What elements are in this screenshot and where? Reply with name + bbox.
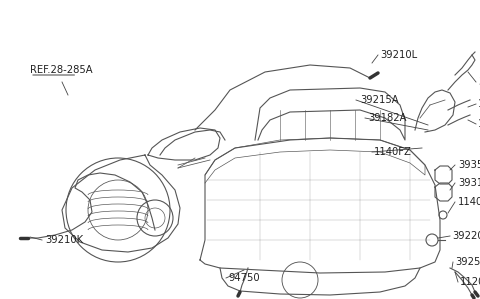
Text: 1140FZ: 1140FZ bbox=[374, 147, 412, 157]
Text: 39215A: 39215A bbox=[360, 95, 398, 105]
Text: 39210K: 39210K bbox=[45, 235, 83, 245]
Text: REF.28-285A: REF.28-285A bbox=[30, 65, 93, 75]
Text: 1129AE: 1129AE bbox=[478, 99, 480, 109]
Text: 1140DJ: 1140DJ bbox=[458, 197, 480, 207]
Text: 39182A: 39182A bbox=[368, 113, 407, 123]
Text: 94750: 94750 bbox=[228, 273, 260, 283]
Text: 39210L: 39210L bbox=[380, 50, 417, 60]
Text: 39350H: 39350H bbox=[458, 160, 480, 170]
Text: 1120GL: 1120GL bbox=[460, 277, 480, 287]
Text: 39250: 39250 bbox=[455, 257, 480, 267]
Text: 1140EJ: 1140EJ bbox=[478, 119, 480, 129]
Text: 39310H: 39310H bbox=[458, 178, 480, 188]
Text: 39180: 39180 bbox=[478, 77, 480, 87]
Text: 39220E: 39220E bbox=[452, 231, 480, 241]
